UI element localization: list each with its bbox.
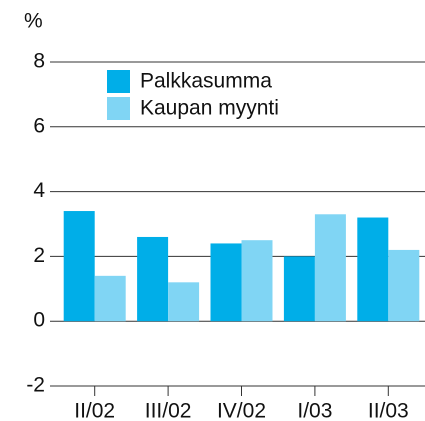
bar <box>63 211 95 322</box>
bar <box>168 282 200 322</box>
y-tick-label: 2 <box>33 244 45 267</box>
legend-label: Kaupan myynti <box>140 97 279 120</box>
bar <box>314 214 346 322</box>
bar <box>388 249 420 322</box>
y-axis-label: % <box>24 10 43 33</box>
legend-swatch <box>107 97 130 120</box>
x-tick-label: III/02 <box>145 400 192 421</box>
bar <box>137 236 169 322</box>
bar <box>241 240 273 322</box>
x-tick-label: I/03 <box>297 400 332 421</box>
bar <box>357 217 389 322</box>
y-tick-label: -2 <box>26 374 45 397</box>
legend-label: Palkkasumma <box>140 70 272 93</box>
y-tick-label: 0 <box>33 309 45 332</box>
bar <box>283 256 315 322</box>
bar <box>210 243 242 322</box>
x-tick-label: II/03 <box>368 400 409 421</box>
legend-swatch <box>107 70 130 93</box>
x-tick-label: II/02 <box>74 400 115 421</box>
y-tick-label: 4 <box>33 179 45 202</box>
y-tick-label: 8 <box>33 50 45 73</box>
bar <box>94 275 126 322</box>
y-tick-label: 6 <box>33 114 45 137</box>
x-tick-label: IV/02 <box>217 400 266 421</box>
